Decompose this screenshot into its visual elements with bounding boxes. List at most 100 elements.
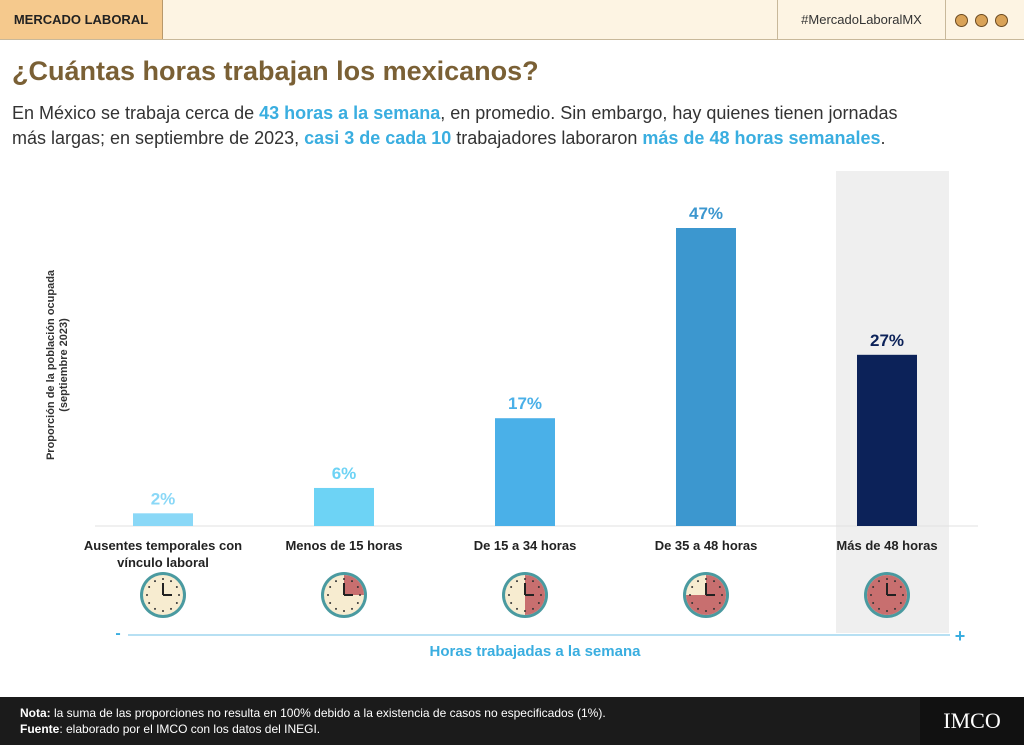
x-tick-label: Menos de 15 horas (285, 538, 403, 553)
subtitle-line: En México se trabaja cerca de 43 horas a… (12, 103, 898, 124)
clock-wedge (525, 575, 545, 615)
x-axis-end: + (955, 626, 966, 646)
clock-tick (351, 607, 353, 610)
footer (0, 697, 1024, 745)
subtitle-text: . (880, 128, 886, 148)
clock-tick (894, 607, 896, 610)
clock-tick (878, 607, 880, 610)
clock-tick (516, 580, 518, 583)
clock-tick (872, 586, 875, 588)
clock-tick (146, 594, 148, 596)
clock-tick (705, 610, 707, 612)
hashtag: #MercadoLaboralMX (777, 0, 946, 39)
clock-tick (335, 607, 337, 610)
x-tick-label: De 15 a 34 horas (473, 538, 577, 553)
clock-tick (327, 594, 329, 596)
subtitle-text: , en promedio. Sin embargo, hay quienes … (440, 103, 898, 123)
logo: IMCO (920, 697, 1024, 745)
clock-tick (148, 586, 151, 588)
clock-tick (537, 586, 540, 588)
clock-tick (899, 602, 902, 604)
footnote-text: la suma de las proporciones no resulta e… (50, 706, 606, 720)
x-axis-label: Horas trabajadas a la semana (430, 643, 642, 660)
subtitle-text: casi 3 de cada 10 (304, 128, 452, 148)
value-label: 2% (151, 489, 176, 508)
clock-tick (878, 580, 880, 583)
y-axis-label-line: Proporción de la población ocupada (45, 269, 57, 460)
x-tick-label: Más de 48 horas (836, 538, 938, 553)
clock-tick (154, 580, 156, 583)
footnote-label: Fuente (20, 722, 60, 736)
dot (995, 14, 1008, 27)
clock-tick (870, 594, 872, 596)
x-tick-label: Ausentes temporales con vínculo laboral (83, 538, 243, 570)
clock-tick (886, 578, 888, 580)
clock-tick (540, 594, 542, 596)
clock-tick (894, 580, 896, 583)
y-axis-label: Proporción de la población ocupada(septi… (45, 269, 70, 460)
clock-tick (170, 580, 172, 583)
footnote: Fuente: elaborado por el IMCO con los da… (20, 722, 320, 736)
clock-tick (713, 607, 715, 610)
footnote: Nota: la suma de las proporciones no res… (20, 706, 606, 720)
section-label: MERCADO LABORAL (0, 0, 163, 39)
footnote-text: : elaborado por el IMCO con los datos de… (59, 722, 321, 736)
clock-tick (524, 578, 526, 580)
x-axis-end: - (115, 625, 120, 642)
clock-tick (356, 602, 359, 604)
clock-tick (532, 607, 534, 610)
clock-tick (170, 607, 172, 610)
subtitle-line: más largas; en septiembre de 2023, casi … (12, 128, 886, 149)
clock-tick (148, 602, 151, 604)
value-label: 17% (508, 394, 542, 413)
clock-tick (178, 594, 180, 596)
clock-tick (329, 586, 332, 588)
bar (495, 418, 555, 526)
clock-tick (899, 586, 902, 588)
clock-tick (718, 586, 721, 588)
top-bar (0, 0, 1024, 40)
clock-tick (154, 607, 156, 610)
clock-tick (524, 610, 526, 612)
value-label: 47% (689, 204, 723, 223)
clock-tick (902, 594, 904, 596)
clock-tick (689, 594, 691, 596)
clock-wedge (344, 575, 364, 595)
title: ¿Cuántas horas trabajan los mexicanos? (12, 56, 539, 86)
clock-tick (537, 602, 540, 604)
chart: 2% 6% 17% 47% 27% Proporción de la población … (45, 171, 978, 660)
clock-tick (872, 602, 875, 604)
clock-tick (697, 580, 699, 583)
subtitle-text: En México se trabaja cerca de (12, 103, 260, 123)
clock-tick (691, 602, 694, 604)
subtitle-text: más largas; en septiembre de 2023, (12, 128, 305, 148)
clock-tick (721, 594, 723, 596)
footnote-label: Nota: (20, 706, 51, 720)
clock-tick (691, 586, 694, 588)
dot (955, 14, 968, 27)
clock-tick (175, 586, 178, 588)
subtitle-text: trabajadores laboraron (451, 128, 643, 148)
clock-tick (175, 602, 178, 604)
clock-tick (886, 610, 888, 612)
clock-tick (162, 578, 164, 580)
value-label: 27% (870, 331, 904, 350)
subtitle-text: más de 48 horas semanales (642, 128, 881, 148)
clock-tick (343, 610, 345, 612)
clock-tick (516, 607, 518, 610)
bar (857, 354, 917, 526)
clock-tick (510, 602, 513, 604)
subtitle-text: 43 horas a la semana (259, 103, 441, 123)
dot (975, 14, 988, 27)
clock-tick (713, 580, 715, 583)
value-label: 6% (332, 464, 357, 483)
clock-tick (697, 607, 699, 610)
y-axis-label-line: (septiembre 2023) (58, 318, 70, 412)
bar (133, 513, 193, 526)
clock-tick (718, 602, 721, 604)
bar (676, 228, 736, 526)
clock-tick (359, 594, 361, 596)
clock-tick (351, 580, 353, 583)
clock-tick (532, 580, 534, 583)
